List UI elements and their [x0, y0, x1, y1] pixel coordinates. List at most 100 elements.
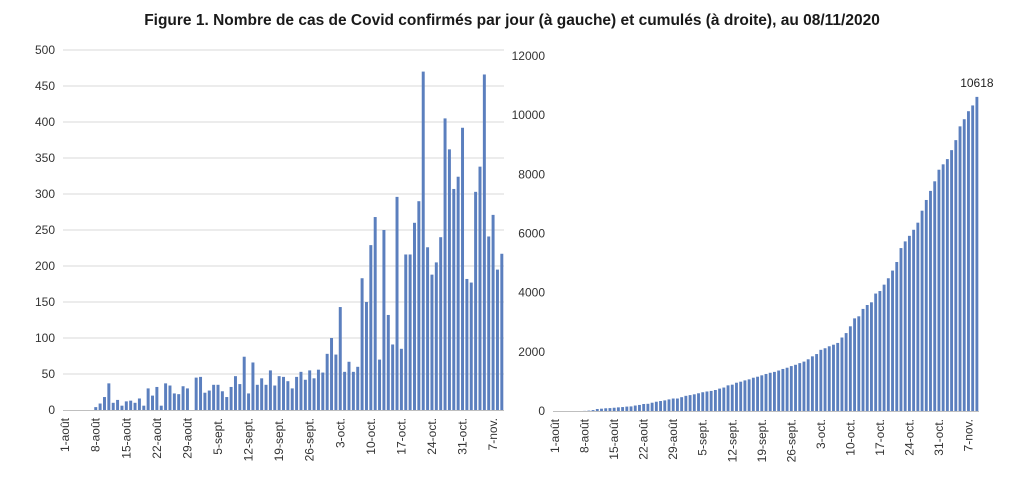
- cumulative-bar: [895, 261, 899, 411]
- cumulative-bar: [882, 284, 886, 411]
- daily-bar: [264, 384, 268, 410]
- daily-bar: [225, 397, 229, 410]
- daily-bar: [391, 344, 395, 410]
- cumulative-bar: [663, 400, 667, 411]
- cumulative-bar: [680, 397, 684, 411]
- cumulative-bar: [848, 326, 852, 411]
- daily-bar: [212, 384, 216, 410]
- daily-bar: [268, 370, 272, 410]
- daily-bar: [500, 253, 504, 410]
- daily-y-tick-label: 350: [35, 151, 55, 165]
- cumulative-x-tick-label: 19-sept.: [755, 419, 769, 462]
- daily-bar: [295, 376, 299, 410]
- cumulative-cases-chart: 0 2000 4000 6000 8000 10000 12000 1-août 8-août 1…: [512, 49, 994, 462]
- daily-bar: [142, 405, 146, 410]
- cumulative-y-tick-label: 10000: [512, 108, 546, 122]
- cumulative-bar: [840, 337, 844, 411]
- cumulative-bar: [739, 381, 743, 411]
- cumulative-bar: [891, 270, 894, 411]
- daily-bar: [421, 71, 425, 410]
- daily-bar: [103, 397, 106, 410]
- daily-bar: [456, 176, 460, 410]
- cumulative-x-tick-label: 22-août: [637, 418, 651, 459]
- cumulative-x-tick-label: 29-août: [666, 418, 680, 459]
- daily-bar: [321, 372, 325, 410]
- cumulative-bar: [878, 291, 882, 411]
- cumulative-bar: [616, 407, 620, 411]
- cumulative-bar: [621, 407, 625, 411]
- daily-bar: [408, 254, 412, 410]
- cumulative-bar: [827, 346, 831, 411]
- cumulative-bar: [832, 344, 835, 411]
- daily-x-tick-label: 19-sept.: [272, 418, 286, 461]
- daily-x-tick-label: 7-nov.: [486, 418, 500, 450]
- cumulative-bar: [625, 406, 629, 411]
- daily-bar: [469, 282, 473, 410]
- daily-bar: [443, 118, 447, 411]
- daily-bar: [343, 371, 347, 410]
- daily-bar: [98, 403, 102, 410]
- daily-bar: [94, 407, 98, 410]
- cumulative-bar: [642, 403, 646, 411]
- cumulative-bar: [760, 375, 764, 411]
- cumulative-bar: [794, 364, 797, 411]
- cumulative-bar: [899, 248, 903, 411]
- daily-bar: [247, 393, 251, 410]
- daily-y-tick-label: 200: [35, 259, 55, 273]
- cumulative-bar: [604, 408, 608, 411]
- cumulative-bar: [967, 111, 970, 411]
- daily-x-tick-label: 26-sept.: [303, 418, 317, 461]
- cumulative-bar: [722, 387, 726, 411]
- daily-bar: [146, 388, 150, 410]
- daily-x-tick-label: 15-août: [119, 417, 133, 458]
- daily-bar: [373, 217, 377, 410]
- cumulative-bar: [806, 359, 810, 411]
- cumulative-y-tick-label: 12000: [512, 49, 546, 63]
- cumulative-y-tick-label: 6000: [518, 227, 545, 241]
- daily-bar: [417, 201, 421, 410]
- daily-bar: [413, 222, 416, 410]
- cumulative-y-tick-label: 0: [538, 404, 545, 418]
- cumulative-x-tick-label: 17-oct.: [873, 419, 887, 456]
- cumulative-bar: [768, 372, 772, 411]
- cumulative-bar: [697, 393, 700, 411]
- daily-bar: [151, 395, 154, 410]
- daily-bar: [439, 237, 443, 410]
- daily-bar: [181, 386, 185, 410]
- cumulative-bar: [865, 305, 869, 411]
- cumulative-bar: [777, 370, 781, 411]
- daily-bar: [478, 166, 482, 410]
- cumulative-bar: [962, 119, 966, 411]
- daily-bar: [207, 390, 211, 410]
- daily-bar: [495, 269, 499, 410]
- daily-bar: [434, 262, 438, 410]
- daily-bar: [194, 377, 198, 410]
- cumulative-x-tick-label: 31-oct.: [932, 419, 946, 456]
- cumulative-last-value-label: 10618: [960, 76, 994, 90]
- daily-bar: [164, 383, 168, 410]
- daily-bar: [255, 384, 259, 410]
- daily-bar: [286, 381, 290, 410]
- cumulative-bar: [861, 308, 865, 411]
- cumulative-x-tick-label: 1-août: [548, 418, 562, 453]
- daily-bar: [482, 74, 486, 410]
- cumulative-bar: [751, 377, 755, 411]
- daily-y-tick-label: 50: [42, 367, 56, 381]
- daily-bar: [404, 254, 408, 410]
- cumulative-bar: [650, 402, 654, 411]
- daily-bar: [399, 348, 403, 410]
- daily-x-tick-label: 24-oct.: [425, 418, 439, 455]
- daily-bar: [277, 376, 281, 410]
- daily-bar: [303, 379, 307, 410]
- daily-bar: [203, 392, 207, 410]
- cumulative-x-tick-label: 5-sept.: [696, 419, 710, 456]
- cumulative-bar: [815, 354, 819, 411]
- daily-bar: [386, 314, 390, 410]
- daily-y-tick-label: 450: [35, 79, 55, 93]
- daily-x-tick-label: 29-août: [180, 417, 194, 458]
- cumulative-bar: [924, 199, 928, 411]
- daily-bar: [290, 388, 294, 410]
- daily-bar: [356, 366, 360, 410]
- cumulative-y-tick-label: 8000: [518, 167, 545, 181]
- cumulative-x-tick-label: 24-oct.: [902, 419, 916, 456]
